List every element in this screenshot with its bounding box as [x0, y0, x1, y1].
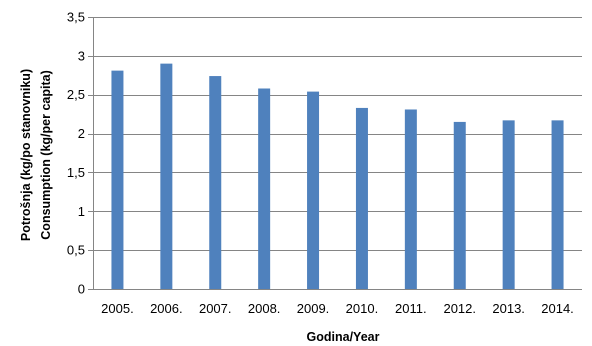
gridlines: [88, 17, 582, 290]
x-tick-label: 2012.: [443, 301, 476, 316]
y-tick-label: 1,5: [67, 165, 85, 180]
bar-2013: [502, 120, 515, 289]
x-tick-label: 2014.: [541, 301, 574, 316]
x-axis-title: Godina/Year: [307, 330, 380, 344]
bar-2006: [160, 63, 173, 289]
y-axis-title-line-2: Consumption (kg/per capita): [39, 70, 53, 239]
axes: [93, 17, 582, 290]
x-tick-label: 2013.: [492, 301, 525, 316]
bar-2007: [209, 76, 222, 289]
y-tick-label: 0: [78, 282, 85, 297]
bar-2009: [307, 91, 320, 289]
bar-2010: [355, 107, 368, 289]
y-tick-labels: 0 0,5 1 1,5 2 2,5 3 3,5: [67, 10, 85, 297]
y-tick-label: 3,5: [67, 10, 85, 25]
x-tick-labels: 2005. 2006. 2007. 2008. 2009. 2010. 2011. 2012.…: [101, 301, 574, 316]
y-tick-label: 0,5: [67, 243, 85, 258]
x-tick-label: 2010.: [346, 301, 379, 316]
x-tick-label: 2007.: [199, 301, 232, 316]
y-tick-label: 3: [78, 48, 85, 63]
bar-2008: [258, 88, 271, 289]
y-tick-label: 2: [78, 126, 85, 141]
y-tick-label: 1: [78, 204, 85, 219]
y-tick-label: 2,5: [67, 87, 85, 102]
y-axis-title-line-1: Potrošnja (kg/po stanovniku): [19, 69, 33, 241]
bar-2014: [551, 120, 564, 289]
x-tick-label: 2005.: [101, 301, 134, 316]
bar-2011: [404, 109, 417, 289]
x-tick-label: 2011.: [395, 301, 427, 316]
x-tick-label: 2008.: [248, 301, 281, 316]
x-tick-label: 2006.: [150, 301, 183, 316]
bar-2012: [453, 121, 466, 290]
x-tick-label: 2009.: [297, 301, 330, 316]
bar-2005: [111, 70, 124, 289]
bars: [111, 63, 564, 290]
